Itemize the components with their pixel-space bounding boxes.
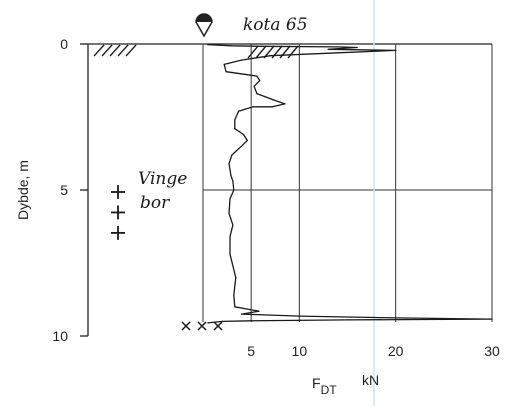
series-point-2: [260, 45, 262, 47]
series-point-25: [246, 139, 248, 141]
vane-test-marker-3: [111, 225, 125, 240]
series-point-19: [271, 106, 273, 108]
series-point-41: [258, 310, 260, 312]
x-axis-title-main: F: [312, 375, 321, 391]
series-point-7: [337, 52, 339, 54]
series-point-48: [221, 320, 223, 322]
x-tick-labels: 5 10 20 30: [247, 343, 500, 359]
series-point-4: [356, 46, 358, 49]
series-point-36: [229, 236, 231, 238]
x-axis-title: FDT: [312, 375, 337, 397]
vane-test-markers: [111, 185, 125, 240]
series-point-10: [223, 63, 225, 65]
series-point-5: [327, 48, 329, 50]
series-point-42: [240, 313, 243, 315]
series-point-29: [229, 169, 231, 171]
y-tick-labels: 0 5 10: [52, 36, 68, 344]
series-point-43: [298, 315, 300, 317]
vertical-gridlines: [202, 44, 493, 322]
series-point-28: [228, 163, 230, 165]
x-axis-title-sub: DT: [321, 383, 338, 397]
y-tick-label-5: 5: [60, 182, 68, 198]
series-point-8: [269, 55, 271, 57]
x-tick-label-20: 20: [388, 343, 404, 359]
series-point-46: [346, 319, 349, 321]
y-tick-label-0: 0: [60, 36, 68, 52]
series-profile-line: [207, 43, 493, 324]
x-tick-label-5: 5: [247, 343, 255, 359]
series-point-31: [232, 180, 234, 182]
series-point-34: [228, 212, 230, 214]
series-point-16: [256, 93, 258, 95]
series-point-35: [232, 224, 234, 226]
series-point-45: [491, 318, 493, 320]
elevation-annotation: kota 65: [243, 15, 308, 35]
series-point-22: [234, 119, 236, 121]
x-tick-label-10: 10: [292, 343, 308, 359]
series-point-23: [234, 128, 236, 130]
ground-hatch-right: [247, 45, 299, 59]
series-point-17: [271, 98, 273, 101]
series-point-24: [242, 133, 245, 136]
borehole-location-icon: [195, 13, 213, 38]
series-point-21: [238, 110, 240, 112]
series-point-47: [250, 320, 252, 322]
series-point-37: [229, 253, 231, 255]
series-point-30: [230, 174, 232, 176]
series-point-14: [259, 79, 261, 82]
series-point-12: [236, 72, 238, 74]
series-point-18: [284, 103, 286, 105]
series-profile-points: [207, 44, 493, 324]
x-tick-label-30: 30: [484, 343, 500, 359]
vane-test-marker-1: [111, 185, 125, 199]
base-marker-3: [213, 321, 223, 331]
series-point-44: [395, 317, 397, 319]
base-markers: [181, 321, 223, 331]
series-point-49: [207, 322, 209, 324]
base-marker-2: [197, 321, 207, 331]
series-point-6: [395, 49, 397, 52]
series-point-39: [233, 294, 235, 296]
series-point-13: [256, 75, 258, 77]
series-point-9: [240, 59, 243, 61]
series-point-15: [253, 85, 255, 87]
series-point-32: [233, 189, 235, 191]
base-marker-1: [181, 321, 191, 331]
vane-label-line-2: bor: [140, 193, 170, 213]
y-axis-title: Dybde, m: [15, 160, 31, 220]
ground-hatch-left: [93, 44, 137, 57]
series-point-11: [225, 71, 227, 73]
series-point-40: [234, 306, 236, 308]
series-point-27: [231, 154, 233, 156]
series-point-33: [229, 198, 231, 200]
series-point-26: [240, 145, 243, 147]
series-point-38: [235, 277, 237, 279]
series-point-20: [252, 106, 254, 108]
vane-label-line-1: Vinge: [138, 169, 187, 189]
x-axis-unit: kN: [362, 372, 379, 388]
series-point-3: [337, 46, 339, 48]
vane-test-marker-2: [111, 205, 125, 220]
series-point-0: [207, 44, 209, 46]
vane-label: Vinge bor: [138, 169, 193, 213]
y-tick-label-10: 10: [52, 328, 68, 344]
series-point-1: [231, 45, 233, 47]
